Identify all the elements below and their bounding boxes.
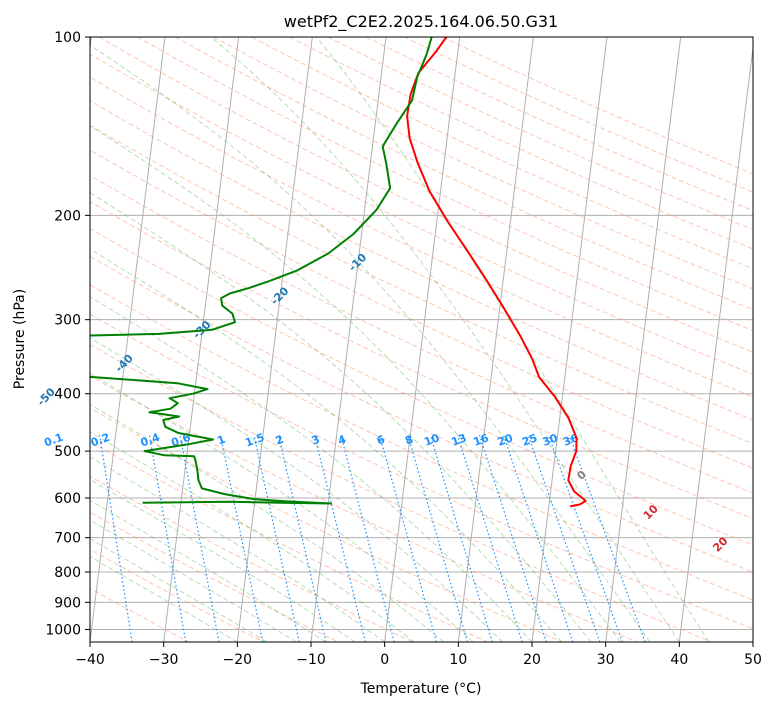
dry-adiabat: [175, 37, 753, 311]
mixing-ratio-label: 1: [215, 433, 227, 448]
x-axis: −40 −30 −20 −10 0 10 20 30 40 50: [75, 642, 762, 668]
y-tick-label: 300: [54, 313, 81, 329]
moist-adiabat: [90, 456, 385, 642]
mixing-ratio-line: [313, 435, 366, 642]
mixing-ratio-label: 10: [422, 431, 441, 449]
mixing-ratio-label: 1.5: [243, 431, 266, 450]
moist-adiabat: [90, 519, 297, 642]
plot-frame: [89, 36, 754, 643]
isotherm-line: [531, 37, 608, 642]
mixing-ratio-label: 30: [541, 431, 560, 449]
mixing-ratio-label: 4: [336, 433, 348, 448]
background-lines: [90, 37, 753, 642]
moist-adiabat: [90, 296, 533, 642]
moist-adiabat: [90, 478, 356, 642]
moist-adiabat: [90, 125, 621, 642]
profile-series: [90, 37, 587, 508]
isotherm-line: [678, 43, 753, 642]
x-tick-label: 0: [380, 652, 389, 668]
mixing-ratio-label: 2: [274, 433, 286, 448]
x-tick-label: −10: [296, 652, 326, 668]
moist-adiabat: [90, 248, 562, 642]
dry-adiabat: [90, 343, 712, 642]
mixing-ratio-line: [99, 435, 133, 642]
mixing-ratio-label: 13: [450, 431, 469, 448]
x-tick-label: 40: [670, 652, 688, 668]
moist-adiabat: [90, 555, 238, 642]
moist-adiabat: [90, 44, 651, 642]
mixing-ratio-line: [478, 434, 547, 642]
mixing-ratio-line: [568, 434, 646, 642]
moist-adiabat: [90, 337, 503, 642]
dry-adiabat: [90, 228, 753, 546]
dry-adiabat: [90, 587, 190, 642]
y-tick-label: 200: [54, 208, 81, 224]
isotherm-line: [163, 37, 240, 642]
isotherm-line: [90, 37, 166, 642]
x-axis-label: Temperature (°C): [360, 681, 482, 697]
mixing-ratio-line: [179, 435, 220, 642]
mixing-ratio-label: 16: [472, 431, 491, 449]
dry-adiabat: [90, 53, 753, 375]
mixing-ratio-line: [148, 435, 187, 642]
chart-title: wetPf2_C2E2.2025.164.06.50.G31: [284, 12, 558, 32]
moist-adiabat: [210, 37, 680, 642]
x-tick-label: 30: [597, 652, 615, 668]
moist-adiabat: [90, 192, 592, 642]
isotherm-line: [310, 37, 387, 642]
y-axis-label: Pressure (hPa): [12, 289, 28, 389]
mixing-ratio-label: 20: [496, 431, 515, 449]
moist-adiabat: [90, 403, 444, 642]
y-tick-label: 700: [54, 531, 81, 547]
mixing-ratio-label: 3: [310, 433, 322, 448]
dry-adiabat: [136, 37, 753, 332]
moist-adiabat: [316, 37, 710, 642]
dry-adiabat: [90, 149, 753, 469]
mixing-ratio-label: 6: [375, 433, 387, 448]
y-tick-label: 600: [54, 491, 81, 507]
mixing-ratio-label: 0.2: [89, 431, 112, 450]
isotherm-line: [236, 37, 313, 642]
dry-adiabat: [90, 255, 753, 573]
temperature-line: [406, 37, 587, 508]
y-tick-label: 1000: [45, 622, 81, 638]
dry-adiabat: [90, 174, 753, 494]
mixing-ratio-line: [457, 435, 523, 642]
dry-adiabat: [90, 284, 753, 601]
mixing-ratio-line: [253, 435, 300, 642]
mixing-ratio-line: [503, 434, 574, 642]
y-tick-label: 900: [54, 595, 81, 611]
isotherm-line: [605, 37, 682, 642]
y-tick-label: 400: [54, 387, 81, 403]
y-tick-label: 500: [54, 444, 81, 460]
mixing-ratio-label: 8: [403, 433, 415, 448]
dry-adiabat: [90, 511, 339, 642]
x-tick-label: −30: [149, 652, 179, 668]
x-tick-label: 20: [523, 652, 541, 668]
dry-adiabat: [90, 407, 563, 642]
x-tick-label: −40: [75, 652, 105, 668]
mixing-ratio-label: 0.4: [139, 431, 162, 450]
x-tick-label: −20: [223, 652, 253, 668]
isotherm-line: [384, 37, 461, 642]
mixing-ratio-line: [277, 435, 327, 642]
mixing-ratio-line: [527, 434, 601, 642]
dry-adiabat: [90, 440, 488, 642]
dry-adiabat: [90, 313, 753, 630]
dewpoint-line: [90, 37, 433, 505]
y-tick-label: 100: [54, 30, 81, 46]
dry-adiabat: [90, 76, 753, 398]
x-tick-label: 50: [744, 652, 762, 668]
moist-adiabat: [90, 538, 268, 642]
mixing-ratio-label: 0.1: [42, 431, 65, 450]
y-axis: 100 200 300 400 500 600 700 800 900 1000: [45, 30, 90, 638]
x-tick-label: 10: [449, 652, 467, 668]
y-tick-label: 800: [54, 565, 81, 581]
moist-adiabat: [90, 372, 474, 642]
isotherm-line: [457, 37, 534, 642]
mixing-ratio-label: 25: [520, 431, 539, 448]
mixing-ratio-line: [547, 434, 623, 642]
